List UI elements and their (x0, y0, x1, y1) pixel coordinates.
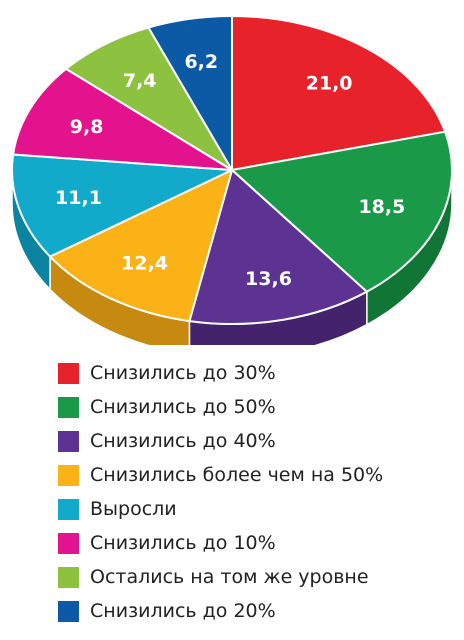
legend-label: Снизились до 50% (90, 396, 276, 418)
data-label: 9,8 (70, 116, 104, 138)
legend-swatch (58, 362, 79, 384)
data-label: 11,1 (55, 187, 102, 209)
legend-label: Снизились до 10% (90, 532, 276, 554)
data-label: 7,4 (123, 70, 157, 92)
pie-slice (231, 130, 453, 293)
legend-swatch (58, 396, 79, 418)
pie-slice (231, 15, 447, 171)
data-label: 18,5 (358, 196, 405, 218)
legend-item: Снизились более чем на 50% (58, 458, 383, 492)
legend-swatch (58, 430, 79, 452)
pie-chart: 21,0 18,5 13,6 12,4 11,1 9,8 7,4 6,2 (11, 15, 453, 345)
data-label: 13,6 (245, 268, 292, 290)
legend-item: Снизились до 40% (58, 424, 383, 458)
pie-slice (147, 15, 233, 171)
legend-item: Снизились до 20% (58, 594, 383, 628)
legend-label: Снизились до 20% (90, 600, 276, 622)
legend-swatch (58, 464, 79, 486)
data-label: 6,2 (184, 51, 218, 73)
data-label: 21,0 (306, 72, 353, 94)
legend-swatch (58, 566, 79, 588)
pie-slice (12, 67, 233, 171)
pie-top-layer (11, 15, 453, 325)
legend-item: Снизились до 30% (58, 356, 383, 390)
legend-item: Остались на том же уровне (58, 560, 383, 594)
legend: Снизились до 30% Снизились до 50% Снизил… (58, 356, 383, 628)
legend-label: Снизились более чем на 50% (90, 464, 384, 486)
legend-item: Снизились до 50% (58, 390, 383, 424)
legend-label: Остались на том же уровне (90, 566, 369, 588)
pie-slice (65, 26, 233, 171)
legend-item: Выросли (58, 492, 383, 526)
pie-slice (49, 169, 233, 323)
legend-label: Снизились до 30% (90, 362, 276, 384)
legend-label: Выросли (90, 498, 177, 520)
legend-swatch (58, 600, 79, 622)
pie-labels-layer: 21,0 18,5 13,6 12,4 11,1 9,8 7,4 6,2 (55, 51, 405, 290)
data-label: 12,4 (121, 253, 168, 275)
legend-item: Снизились до 10% (58, 526, 383, 560)
pie-slice (11, 153, 233, 258)
legend-label: Снизились до 40% (90, 430, 276, 452)
pie-slice (188, 169, 368, 325)
legend-swatch (58, 532, 79, 554)
legend-swatch (58, 498, 79, 520)
